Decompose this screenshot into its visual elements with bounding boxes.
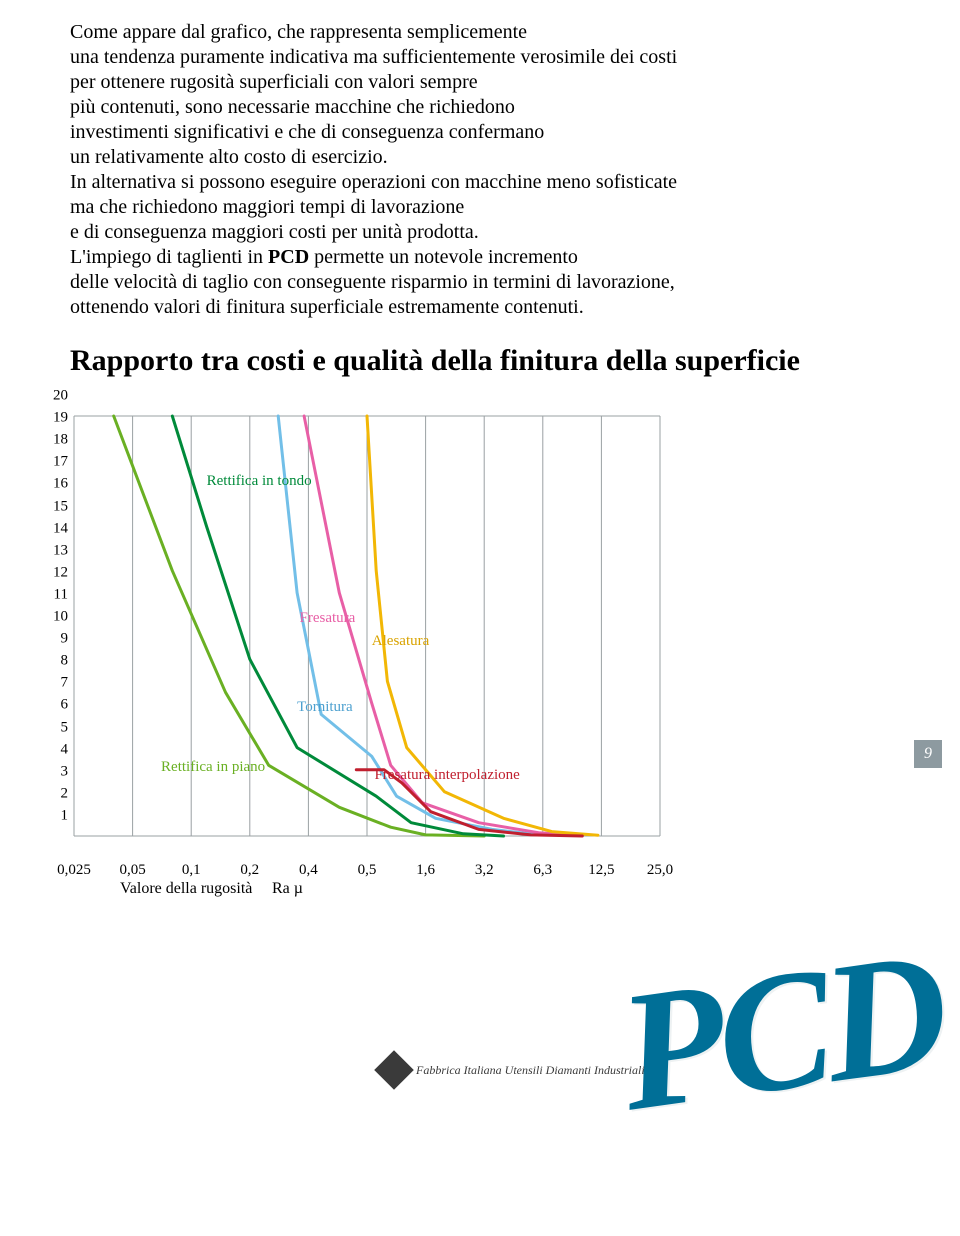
x-axis-label-1: Valore della rugosità [120,880,252,898]
y-tick: 12 [40,565,68,580]
x-tick: 1,6 [416,863,435,878]
y-tick: 17 [40,455,68,470]
x-tick: 3,2 [475,863,494,878]
curve-label-fresatura-interpolazione: Fresatura interpolazione [374,767,519,784]
page-number-badge: 9 [914,740,942,768]
footer-logo-icon [374,1050,414,1090]
curve-label-alesatura: Alesatura [372,633,429,650]
intro-paragraph: Come appare dal grafico, che rappresenta… [70,20,890,320]
x-tick: 6,3 [533,863,552,878]
curve-label-rettifica-in-piano: Rettifica in piano [161,759,265,776]
y-tick: 7 [40,676,68,691]
footer: Fabbrica Italiana Utensili Diamanti Indu… [380,1056,645,1084]
x-tick: 0,1 [182,863,201,878]
y-tick: 3 [40,764,68,779]
cost-quality-chart: Rapporto tempi di lavorazione 1234567891… [40,396,660,856]
x-tick: 0,2 [240,863,259,878]
chart-heading: Rapporto tra costi e qualità della finit… [70,344,890,378]
y-tick: 13 [40,543,68,558]
x-tick: 12,5 [588,863,614,878]
x-tick: 0,4 [299,863,318,878]
x-axis-label-2: Ra µ [272,880,303,898]
x-tick: 0,5 [358,863,377,878]
footer-text: Fabbrica Italiana Utensili Diamanti Indu… [416,1063,645,1078]
y-tick: 2 [40,786,68,801]
bold-pcd: PCD [268,246,309,268]
pcd-logo: PCD [612,941,950,1120]
curve-label-rettifica-in-tondo: Rettifica in tondo [207,473,312,490]
page: Come appare dal grafico, che rappresenta… [0,0,960,1086]
y-tick: 20 [40,389,68,404]
x-tick: 25,0 [647,863,673,878]
x-tick: 0,05 [119,863,145,878]
curve-label-tornitura: Tornitura [297,699,353,716]
y-tick: 16 [40,477,68,492]
y-tick: 8 [40,654,68,669]
y-tick: 19 [40,411,68,426]
y-tick: 5 [40,720,68,735]
x-tick: 0,025 [57,863,91,878]
y-tick: 15 [40,499,68,514]
y-tick: 9 [40,632,68,647]
y-tick: 4 [40,742,68,757]
y-tick: 1 [40,809,68,824]
curve-label-fresatura: Fresatura [299,610,355,627]
y-tick: 14 [40,521,68,536]
y-tick: 11 [40,587,68,602]
y-tick: 6 [40,698,68,713]
y-tick: 18 [40,433,68,448]
y-tick: 10 [40,610,68,625]
